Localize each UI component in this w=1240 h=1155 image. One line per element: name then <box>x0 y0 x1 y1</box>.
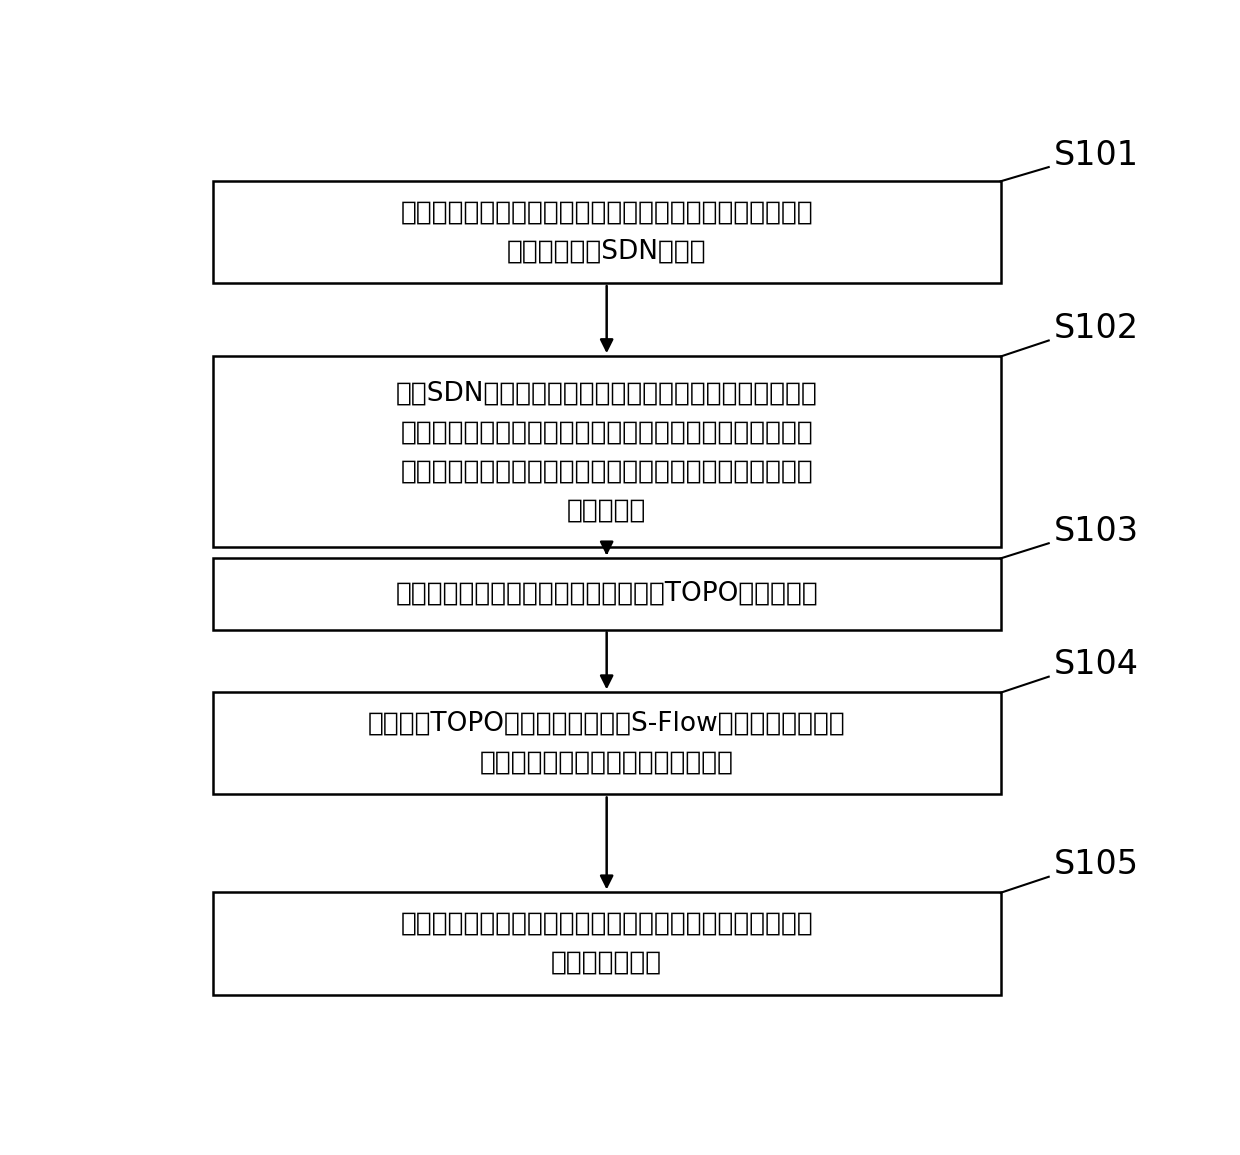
Text: 所述SDN控制器处理所述请求，并通过南向接口响应交换
机、路由器和主机的链路链接信息，对所述链路链接信息相
关的设备端口之间的连接关系去重和合并，生成所述设备间: 所述SDN控制器处理所述请求，并通过南向接口响应交换 机、路由器和主机的链路链接… <box>396 380 817 523</box>
Text: S103: S103 <box>1054 515 1138 547</box>
Text: S105: S105 <box>1054 848 1138 881</box>
Text: 根据通过TOPO关联关系图，获取S-Flow数据采集的所述设
备或总体设备的网络流量，返回前端: 根据通过TOPO关联关系图，获取S-Flow数据采集的所述设 备或总体设备的网络… <box>368 710 846 776</box>
FancyBboxPatch shape <box>213 692 1001 795</box>
Text: 根据所述设备间逻辑关系，动态渲染成TOPO关联关系图: 根据所述设备间逻辑关系，动态渲染成TOPO关联关系图 <box>396 581 818 606</box>
Text: 前端发送网络拓扑请求，通过后台调用北向接口，接收前端
请求并转发至SDN控制器: 前端发送网络拓扑请求，通过后台调用北向接口，接收前端 请求并转发至SDN控制器 <box>401 200 813 264</box>
FancyBboxPatch shape <box>213 181 1001 283</box>
FancyBboxPatch shape <box>213 558 1001 629</box>
Text: 根据用户选择，显示所有网络拓扑、单个交换机或单个主机
的流量使用情况: 根据用户选择，显示所有网络拓扑、单个交换机或单个主机 的流量使用情况 <box>401 911 813 976</box>
FancyBboxPatch shape <box>213 356 1001 547</box>
Text: S101: S101 <box>1054 139 1138 171</box>
Text: S104: S104 <box>1054 648 1138 681</box>
FancyBboxPatch shape <box>213 893 1001 994</box>
Text: S102: S102 <box>1054 312 1138 345</box>
